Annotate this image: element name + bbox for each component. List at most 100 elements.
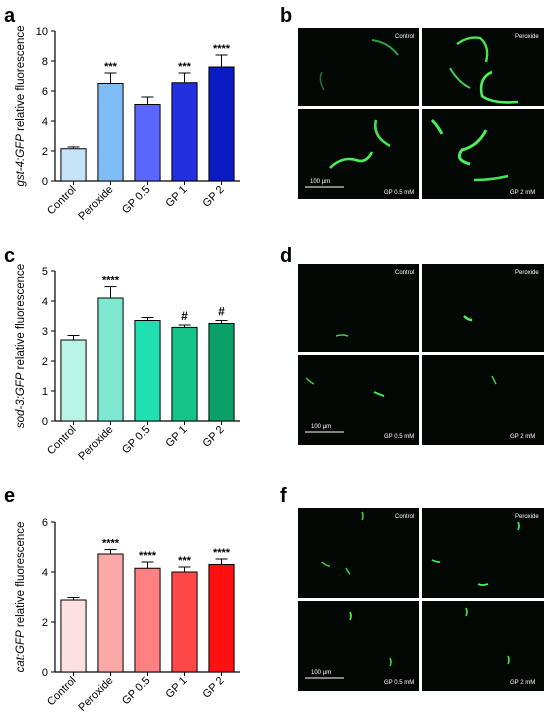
x-tick-label: GP 0.5 [120,424,153,457]
bar [60,339,87,422]
x-tick-label: GP 2 [201,424,227,450]
x-tick-label: Control [45,675,79,709]
x-tick-label: GP 1 [164,675,190,701]
micrograph-peroxide [422,264,544,352]
worm [507,655,510,665]
scale-bar-label: 100 µm [311,670,331,676]
y-tick-label: 2 [42,356,48,368]
panel-label-c: c [4,245,15,267]
micrograph-peroxide [422,508,544,598]
x-tick-label: Peroxide [76,184,115,223]
x-tick-label: GP 2 [201,184,227,210]
y-axis-label-text: relative fluorescence [15,522,27,631]
worm [473,174,509,182]
y-tick-label: 5 [42,266,48,278]
y-axis-label: cat:GFP relative fluorescence [15,522,27,673]
micro-label-gp05: GP 0.5 mM [384,680,414,686]
micro-label-control: Control [395,514,414,520]
x-tick-label: Peroxide [76,675,115,714]
y-tick-label: 0 [42,667,48,679]
bar [171,571,198,673]
panel-label-b: b [280,5,292,27]
y-tick-label: 2 [42,617,48,629]
worm [517,521,520,531]
bar [97,83,124,182]
micrograph-panel-b: Control Peroxide GP 0.5 mM GP 2 mM 100 µ… [298,28,544,199]
panel-label-f: f [280,485,287,507]
worm [430,118,444,135]
worm [319,71,325,91]
worm [361,511,364,521]
bar [134,104,161,182]
micrograph-gp05 [298,109,419,199]
panel-label-e: e [4,485,15,507]
micrograph-control [298,28,419,106]
micro-label-control: Control [395,34,414,40]
worm [463,315,473,322]
micro-label-gp2: GP 2 mM [510,190,535,196]
bar [171,326,198,422]
bar [134,320,161,422]
y-axis-label: gst-4:GFP relative fluorescence [15,25,27,186]
worm [457,129,488,166]
x-tick-label: Peroxide [76,424,115,463]
y-tick-label: 3 [42,326,48,338]
y-tick-label: 1 [42,386,48,398]
bar [208,66,235,182]
significance-label: **** [102,275,120,287]
bar [60,599,87,673]
worm [335,334,349,337]
y-tick-label: 8 [42,56,48,68]
micro-label-gp2: GP 2 mM [510,680,535,686]
bar [97,553,124,673]
worm [389,657,392,667]
y-tick-label: 4 [42,296,48,308]
bar-chart-gst4: 0 2 4 6 8 10 gst-4:GFP relative fluorescence Co… [15,25,240,223]
bar [97,297,124,422]
y-tick-label: 4 [42,116,48,128]
worm [321,561,331,567]
micrograph-gp05 [298,601,419,691]
x-tick-label: Control [45,184,79,218]
significance-label: *** [178,61,192,73]
bar-chart-sod3: 0 1 2 3 4 5 sod-3:GFP relative fluorescence Con… [15,264,240,463]
y-axis-label-text: relative fluorescence [15,25,27,134]
micrograph-control [298,508,419,598]
worm [371,39,399,56]
micro-label-gp05: GP 0.5 mM [384,190,414,196]
worm [349,611,352,621]
bar [134,567,161,673]
y-tick-label: 2 [42,146,48,158]
worm [477,583,489,586]
y-tick-label: 0 [42,416,48,428]
x-tick-label: GP 1 [164,424,190,450]
worm [329,151,374,169]
micro-label-control: Control [395,270,414,276]
x-tick-label: GP 1 [164,184,190,210]
y-axis-label-text: relative fluorescence [15,264,27,373]
worm [479,70,519,104]
bar [60,148,87,182]
micro-label-peroxide: Peroxide [515,34,539,40]
y-axis-label-gene: cat:GFP [15,630,27,673]
y-axis-label-gene: sod-3:GFP [15,372,27,428]
x-tick-label: Control [45,424,79,458]
micro-label-gp05: GP 0.5 mM [384,434,414,440]
y-tick-label: 6 [42,517,48,529]
bar [171,82,198,182]
y-axis-label-gene: gst-4:GFP [15,134,27,187]
worm [449,67,471,89]
worm [305,377,315,385]
significance-label: **** [213,547,231,559]
worm [456,36,489,63]
scale-bar-label: 100 µm [310,179,330,185]
y-tick-label: 0 [42,176,48,188]
significance-label: *** [104,61,118,73]
y-axis-label: sod-3:GFP relative fluorescence [15,264,27,428]
worm [345,567,351,575]
significance-label: **** [102,538,120,550]
micrograph-panel-d: Control Peroxide GP 0.5 mM GP 2 mM 100 µ… [298,264,544,445]
x-tick-label: GP 0.5 [120,184,153,217]
micrograph-gp2 [422,109,544,199]
